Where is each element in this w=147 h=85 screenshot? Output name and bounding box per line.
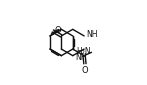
Text: NH: NH xyxy=(75,53,86,62)
Text: H₂N: H₂N xyxy=(76,47,91,56)
Text: NH: NH xyxy=(86,30,98,39)
Text: O: O xyxy=(81,66,88,75)
Text: O: O xyxy=(54,27,61,36)
